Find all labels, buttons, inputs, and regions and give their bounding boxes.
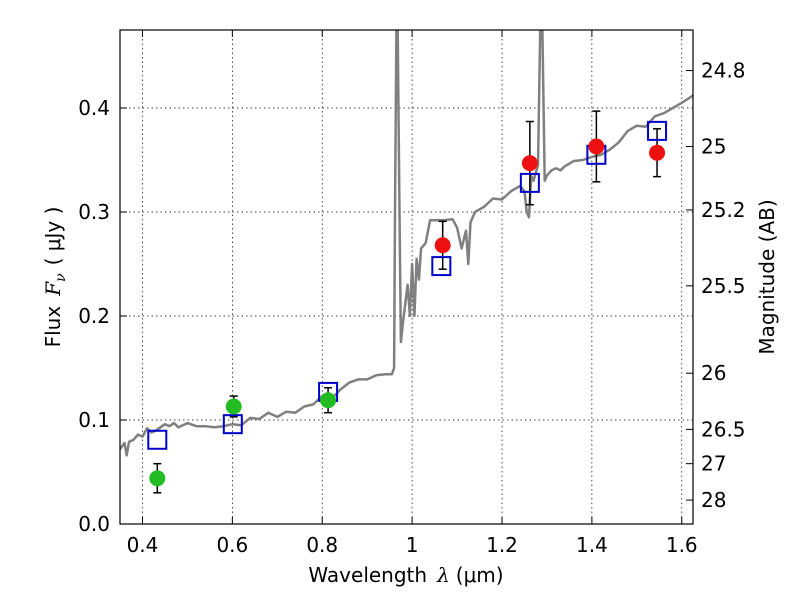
x-tick-label: 1.4	[576, 533, 608, 557]
y-tick-label: 0.0	[78, 512, 110, 536]
y-tick-label: 0.2	[78, 304, 110, 328]
observed-flux-point	[649, 144, 666, 161]
x-tick-label: 1	[406, 533, 419, 557]
plot-frame	[119, 29, 694, 525]
x-tick-label: 1.6	[666, 533, 698, 557]
model-flux-square	[431, 256, 452, 277]
y2-tick-label: 25	[701, 134, 726, 158]
y-tick-label: 0.4	[78, 96, 110, 120]
x-tick-label: 1.2	[486, 533, 518, 557]
model-flux-square	[147, 429, 168, 450]
spectrum-line	[120, 30, 693, 457]
y2-tick-label: 27	[701, 452, 726, 476]
y-tick-label: 0.3	[78, 200, 110, 224]
y-axis-label: FluxFν( μJy )	[41, 207, 69, 348]
x-axis-label: Wavelength λ (μm)	[308, 563, 503, 587]
y2-tick-label: 28	[701, 488, 726, 512]
y2-axis-label: Magnitude (AB)	[755, 199, 779, 354]
observed-flux-point	[434, 237, 451, 254]
observed-flux-point	[225, 398, 242, 415]
plot-content	[120, 30, 693, 494]
observed-flux-point	[149, 470, 166, 487]
observed-flux-point	[521, 155, 538, 172]
y2-tick-label: 25.5	[701, 274, 746, 298]
y-tick-label: 0.1	[78, 408, 110, 432]
y2-tick-label: 26	[701, 361, 726, 385]
x-tick-label: 0.6	[216, 533, 248, 557]
model-flux-square	[647, 120, 668, 141]
y2-tick-label: 25.2	[701, 198, 746, 222]
observed-flux-point	[588, 138, 605, 155]
y2-tick-label: 24.8	[701, 59, 746, 83]
model-flux-square	[222, 414, 243, 435]
ticks: 0.4 0.6 0.8 1 1.2 1.4 1.6 0.0 0.1 0.2 0.3 0.4 24.8 25…	[78, 30, 746, 557]
model-flux-square	[519, 172, 540, 193]
x-tick-label: 0.4	[127, 533, 159, 557]
y2-tick-label: 26.5	[701, 417, 746, 441]
observed-flux-point	[320, 392, 337, 409]
x-tick-label: 0.8	[306, 533, 338, 557]
